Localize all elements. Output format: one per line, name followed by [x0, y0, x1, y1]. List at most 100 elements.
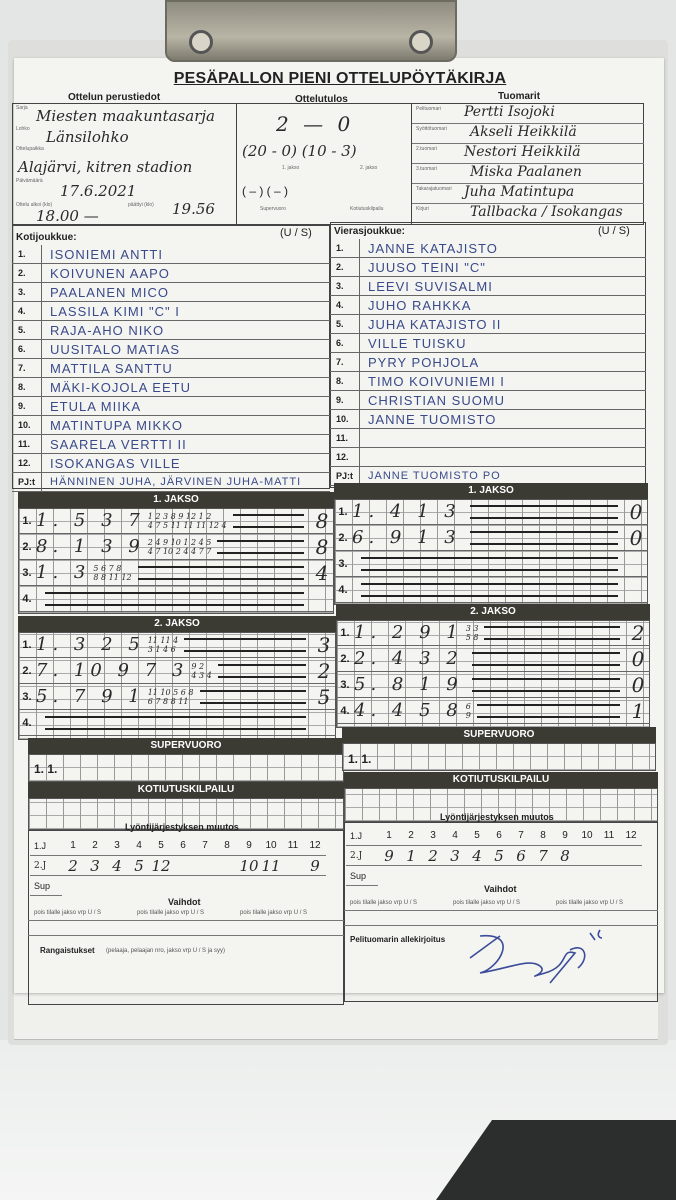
batters: 5. 7 9 1 [36, 686, 145, 707]
player-name: MATTILA SANTTU [50, 360, 173, 376]
order-entry: 4 [472, 846, 482, 865]
order-row-2j: 2.J 9 1 2 3 4 5 6 7 8 [346, 846, 642, 866]
player-row: 11. SAARELA VERTTI II [12, 435, 330, 454]
referee-name: Miska Paalanen [470, 164, 582, 180]
runs-scored: 8 [315, 534, 329, 559]
inning-number: 3. [338, 557, 348, 570]
player-name: Pyry Pohjola [368, 354, 480, 370]
base-marks-bottom: 9 [465, 710, 471, 720]
order-position: 4 [136, 840, 142, 851]
order-position: 6 [180, 840, 186, 851]
player-row: 10. MATINTUPA MIKKO [12, 416, 330, 435]
order-entry: 2 [68, 856, 78, 875]
player-name: MÄKI-KOJOLA EETU [50, 379, 191, 395]
inning-row: 4. [18, 586, 334, 612]
divider [412, 163, 644, 164]
section-basic-info: Ottelun perustiedot [68, 92, 161, 103]
match-score: 2 — 0 [276, 112, 355, 136]
base-marks-top: 5 6 7 8 [93, 563, 122, 573]
runs-scored: 0 [629, 525, 643, 550]
player-row: 4. LASSILA KIMI "C" I [12, 302, 330, 321]
pj-names: Janne Tuomisto PO [368, 470, 501, 482]
home-period2-header: 2. JAKSO [18, 616, 336, 632]
order-position: 5 [474, 830, 480, 841]
label-kotiutuskilpailu: Kotiutuskilpailu [350, 206, 384, 212]
divider [28, 935, 344, 936]
inning-row: 2. 6. 9 1 3 0 [334, 525, 648, 551]
inning-number: 2. [338, 531, 348, 544]
inning-row: 3. [334, 551, 648, 577]
player-row: 6. UUSITALO MATIAS [12, 340, 330, 359]
strike-lines [476, 703, 620, 718]
away-subs-label: Vaihdot [484, 884, 517, 894]
home-subs-label: Vaihdot [168, 897, 201, 907]
pj-row: PJ:t HÄNNINEN JUHA, JÄRVINEN JUHA-MATTI [12, 473, 330, 492]
order-entry: 12 [151, 856, 171, 875]
strike-lines [471, 651, 620, 666]
away-subs-columns: pois tilalle jakso vrp U / S [453, 900, 521, 906]
inning-number: 1. [340, 626, 350, 639]
player-row: 8. MÄKI-KOJOLA EETU [12, 378, 330, 397]
player-number: 10. [12, 416, 42, 434]
player-number: 11. [330, 429, 360, 447]
base-marks-bottom: 4 3 4 [191, 670, 212, 680]
inning-number: 4. [22, 716, 32, 729]
runs-scored: 0 [631, 672, 645, 697]
inning-number: 4. [22, 592, 32, 605]
player-number: 11. [12, 435, 42, 453]
referee-name: Akseli Heikkilä [470, 124, 577, 140]
paper-underneath [14, 985, 658, 1040]
player-number: 2. [330, 258, 360, 276]
player-name: Juha Katajisto II [368, 316, 502, 332]
order-entry: 10 [239, 856, 259, 875]
divider [344, 910, 658, 911]
batters: 7. 10 9 7 3 [36, 660, 189, 681]
inning-number: 2. [340, 652, 350, 665]
inning-row: 4. [334, 577, 648, 603]
home-period1-grid [18, 508, 334, 614]
inning-number: 3. [340, 678, 350, 691]
divider [344, 925, 658, 926]
strike-lines [217, 539, 304, 554]
inning-number: 1. [338, 505, 348, 518]
base-marks-top: 6 [465, 701, 471, 711]
home-homerun-grid [28, 798, 344, 830]
inning-row: 1. 1. 4 1 3 0 [334, 499, 648, 525]
player-row: 5. RAJA-AHO NIKO [12, 321, 330, 340]
inning-number: 4. [338, 583, 348, 596]
runs-scored: 2 [317, 658, 331, 683]
home-homerun-header: KOTIUTUSKILPAILU [28, 782, 344, 798]
player-name: ISOKANGAS VILLE [50, 455, 181, 471]
player-row: 4. Juho Rahkka [330, 296, 646, 315]
home-super-header: SUPERVUORO [28, 738, 344, 754]
away-homerun-header: KOTIUTUSKILPAILU [344, 772, 658, 788]
player-number: 12. [12, 454, 42, 472]
runs-scored: 3 [317, 632, 331, 657]
order-position: 1 [70, 840, 76, 851]
divider [412, 203, 644, 204]
player-name: Leevi Suvisalmi [368, 278, 493, 294]
away-us-label: (U / S) [598, 225, 630, 237]
date-value: 17.6.2021 [60, 182, 137, 200]
strike-lines [361, 582, 618, 597]
label-end: päättyi (klo) [128, 202, 154, 208]
order-entry: 5 [134, 856, 144, 875]
order-position: 12 [309, 840, 321, 851]
player-name: Christian Suomu [368, 392, 506, 408]
player-row: 2. KOIVUNEN AAPO [12, 264, 330, 283]
form-title: PESÄPALLON PIENI OTTELUPÖYTÄKIRJA [173, 70, 507, 87]
pj-names: HÄNNINEN JUHA, JÄRVINEN JUHA-MATTI [50, 476, 302, 488]
inning-number: 1. [22, 638, 32, 651]
order-row-sup: Sup [346, 866, 378, 886]
runs-scored: 0 [629, 499, 643, 524]
order-entry: 9 [384, 846, 394, 865]
player-number: 10. [330, 410, 360, 428]
end-value: 19.56 [172, 200, 215, 218]
label-venue: Ottelupaikka [16, 146, 44, 152]
